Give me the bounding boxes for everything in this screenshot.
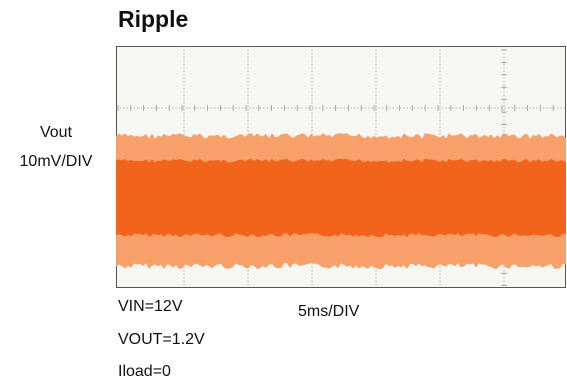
vout-trace [116,132,566,269]
channel-scale: 10mV/DIV [19,153,93,170]
condition-vin: VIN=12V [118,298,183,315]
channel-name: Vout [39,124,73,141]
condition-vout: VOUT=1.2V [118,331,205,348]
chart-title: Ripple [118,6,189,32]
scope-screen [116,46,566,288]
timebase-label: 5ms/DIV [298,303,360,320]
trace-core [116,158,566,238]
condition-iload: Iload=0 [118,363,171,380]
